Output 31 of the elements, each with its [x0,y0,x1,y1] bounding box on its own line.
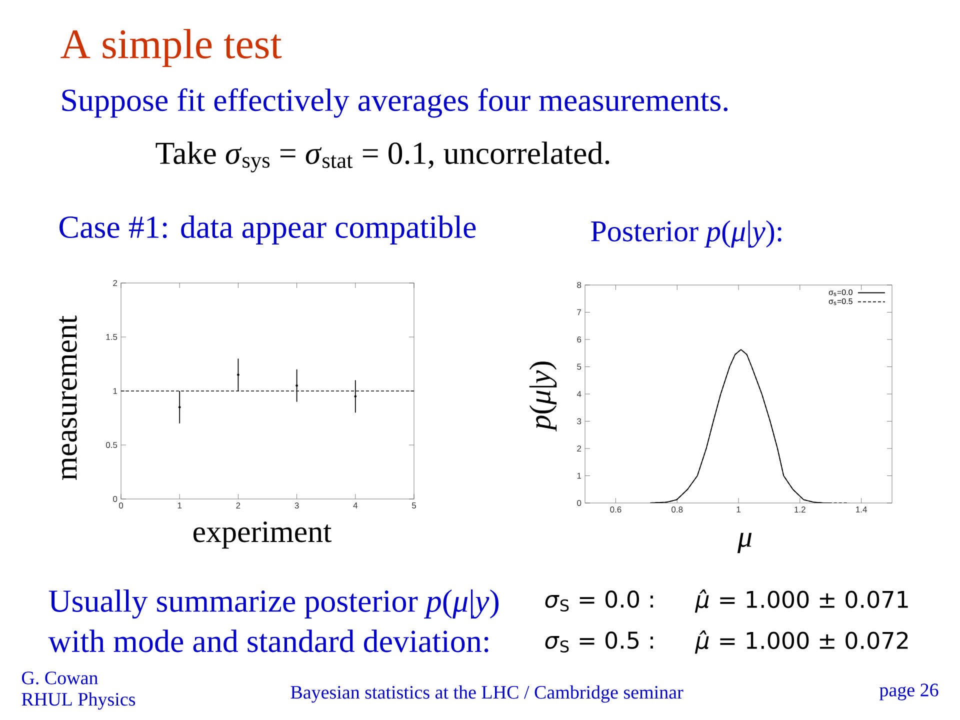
text: Suppose fit effectively averages four measurements. [62,88,728,118]
x-tick-label: 1.4 [856,506,867,512]
x-tick-label: 0.8 [672,506,683,513]
text: Bayesian statistics at the LHC / Cambridge seminar [290,685,684,703]
text: σ$_{S}$ = 0.5 : [545,631,653,653]
text: μ̂ = 1.000 ± 0.071 [694,589,908,613]
y-tick-label: 8 [577,282,582,288]
y-tick-label: 6 [577,336,582,343]
text: A simple test [60,28,282,68]
text: G. Cowan [22,672,98,684]
text: σ$_{S}$ = 0.0 : [545,590,653,612]
text: with mode and standard deviation: [48,630,488,652]
y-tick-label: 1 [577,472,582,479]
x-tick-label: 0.6 [610,506,622,513]
y-tick-label: 5 [577,364,582,370]
text: Usually summarize posterior p(μ|y) [48,589,498,619]
x-tick-label: 1 [736,506,740,512]
legend-label: σ$_{s}$=0.5 [828,298,852,306]
y-tick-label: 4 [576,391,582,397]
y-tick-label: 7 [577,309,582,316]
text: page 26 [880,684,938,700]
chart-title: Posterior p(μ|y): [591,220,782,248]
y-tick-label: 3 [577,418,582,424]
legend-label: σ$_{s}$=0.0 [828,289,852,296]
text: μ̂ = 1.000 ± 0.072 [694,630,908,654]
x-axis-title: μ [737,532,752,554]
y-axis-title: p(μ|y) [529,362,557,432]
text: Take σ$_{sys}$ = σ$_{stat}$ = 0.1, uncorrelated. [156,142,610,172]
y-tick-label: 2 [577,446,582,452]
text: RHUL Physics [22,692,136,710]
x-tick-label: 1.2 [794,506,806,512]
